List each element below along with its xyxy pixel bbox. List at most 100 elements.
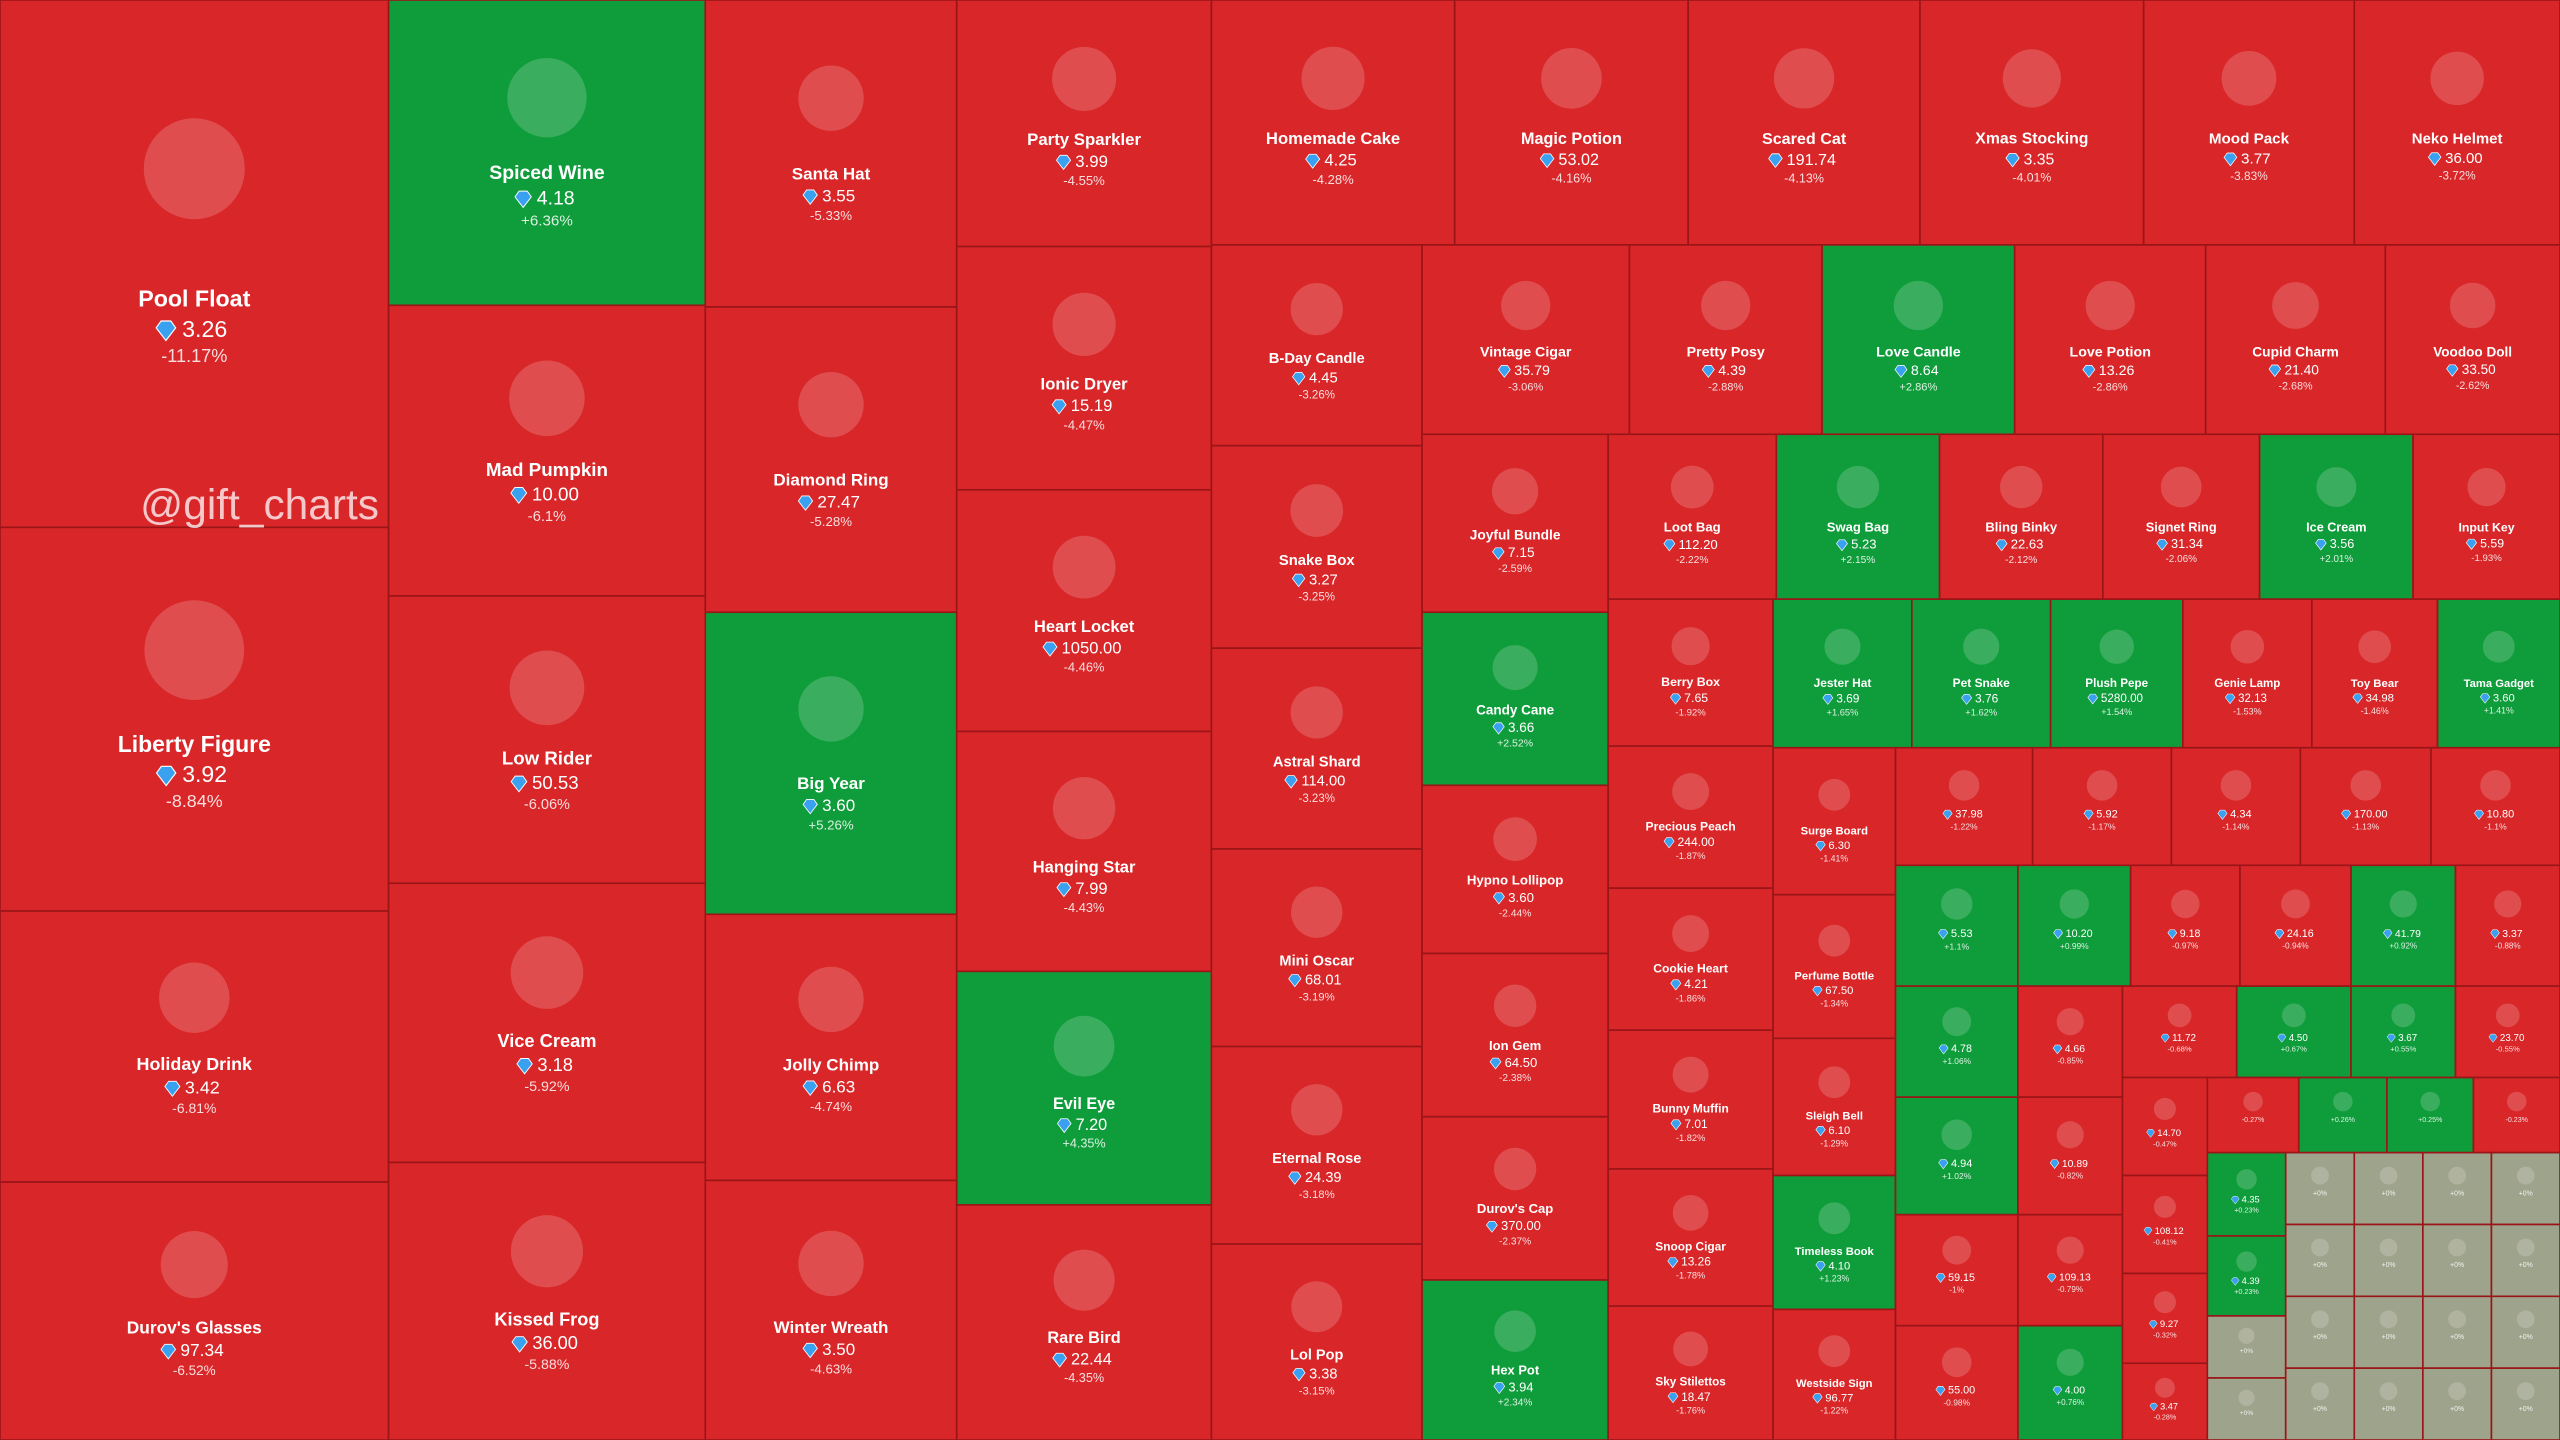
gift-price: 10.89 bbox=[2062, 1159, 2088, 1170]
gift-name: Vice Cream bbox=[497, 1030, 596, 1051]
gift-change: -0.47% bbox=[2153, 1139, 2177, 1148]
gift-price: 3.77 bbox=[2241, 150, 2271, 167]
gift-change: -6.1% bbox=[528, 509, 566, 525]
tile-bg bbox=[2121, 1362, 2209, 1440]
gift-price: 36.00 bbox=[532, 1333, 578, 1353]
gift-change: -4.63% bbox=[810, 1362, 852, 1377]
ton-icon bbox=[1669, 693, 1682, 705]
gift-icon bbox=[1052, 535, 1116, 599]
gift-icon bbox=[2516, 1310, 2535, 1329]
ton-icon bbox=[802, 189, 818, 205]
gift-change: -0.98% bbox=[1943, 1398, 1970, 1408]
gift-change: -1.14% bbox=[2222, 822, 2250, 832]
tile: 9.27-0.32% bbox=[2121, 1272, 2209, 1365]
tile-bg bbox=[2490, 1151, 2560, 1226]
gift-change: -4.13% bbox=[1784, 171, 1824, 185]
gift-icon bbox=[798, 371, 864, 438]
gift-icon bbox=[2448, 1382, 2467, 1401]
tile: Precious Peach 244.00 -1.87% bbox=[1607, 745, 1774, 889]
ton-icon bbox=[2052, 1386, 2063, 1396]
gift-change: +2.01% bbox=[2320, 554, 2354, 565]
gift-change: -4.35% bbox=[1064, 1371, 1104, 1385]
tile: Holiday Drink 3.42 -6.81% bbox=[0, 910, 390, 1183]
ton-icon bbox=[2490, 929, 2500, 939]
gift-price: 4.50 bbox=[2289, 1033, 2309, 1044]
gift-change: -5.88% bbox=[524, 1357, 569, 1373]
tile: 14.70-0.47% bbox=[2121, 1076, 2209, 1177]
ton-icon bbox=[514, 190, 532, 209]
ton-icon bbox=[2167, 929, 2178, 940]
gift-name: Kissed Frog bbox=[494, 1309, 599, 1329]
ton-icon bbox=[2148, 1320, 2158, 1330]
gift-icon bbox=[2391, 1003, 2416, 1028]
tile-bg bbox=[2350, 864, 2457, 987]
gift-price: 1050.00 bbox=[1062, 638, 1122, 657]
gift-name: Hex Pot bbox=[1491, 1363, 1540, 1378]
gift-icon bbox=[1671, 627, 1710, 666]
ton-icon bbox=[2231, 1196, 2240, 1205]
gift-name: Xmas Stocking bbox=[1975, 131, 2088, 148]
gift-change: -4.46% bbox=[1064, 660, 1105, 675]
tile: 4.00+0.76% bbox=[2017, 1324, 2124, 1440]
gift-icon bbox=[1501, 280, 1551, 331]
gift-name: Swag Bag bbox=[1827, 520, 1889, 535]
gift-icon bbox=[1941, 1119, 1973, 1151]
ton-icon bbox=[2474, 809, 2484, 820]
gift-change: -0.32% bbox=[2153, 1331, 2177, 1340]
gift-icon bbox=[2281, 889, 2310, 919]
tile-bg bbox=[2297, 1076, 2388, 1154]
tile-bg bbox=[1772, 746, 1897, 896]
ton-icon bbox=[510, 487, 528, 505]
tile: Bling Binky 22.63 -2.12% bbox=[1938, 433, 2104, 600]
tile: +0% bbox=[2206, 1377, 2287, 1440]
ton-icon bbox=[1492, 547, 1505, 560]
gift-price: 6.10 bbox=[1828, 1125, 1850, 1137]
gift-price: 37.98 bbox=[1955, 809, 1983, 821]
gift-icon bbox=[2220, 770, 2252, 801]
tile: +0% bbox=[2422, 1367, 2493, 1440]
gift-icon bbox=[1818, 1335, 1851, 1368]
gift-change: -3.15% bbox=[1299, 1385, 1335, 1397]
gift-icon bbox=[510, 1215, 584, 1288]
gift-change: -0.79% bbox=[2057, 1285, 2083, 1294]
gift-icon bbox=[2171, 889, 2200, 919]
tile-bg bbox=[1772, 1037, 1897, 1177]
gift-icon bbox=[1836, 465, 1880, 509]
tile: 4.66 -0.85% bbox=[2017, 985, 2124, 1098]
tile: Mood Pack 3.77 -3.83% bbox=[2142, 0, 2356, 246]
gift-price: 3.66 bbox=[1508, 720, 1534, 735]
tile: Liberty Figure 3.92 -8.84% bbox=[0, 526, 390, 912]
tile: +0% bbox=[2422, 1223, 2493, 1298]
gift-price: 3.35 bbox=[2024, 151, 2055, 168]
ton-icon bbox=[2488, 1033, 2498, 1043]
gift-change: -3.83% bbox=[2230, 169, 2268, 183]
tile: Scared Cat 191.74 -4.13% bbox=[1687, 0, 1921, 246]
gift-change: +0% bbox=[2519, 1334, 2533, 1341]
gift-price: 9.27 bbox=[2160, 1319, 2179, 1330]
gift-change: -4.43% bbox=[1064, 900, 1105, 915]
gift-name: Homemade Cake bbox=[1266, 129, 1400, 148]
gift-icon bbox=[2153, 1195, 2176, 1218]
gift-change: +1.02% bbox=[1942, 1171, 1972, 1181]
gift-change: +0% bbox=[2240, 1410, 2254, 1417]
gift-price: 14.70 bbox=[2157, 1128, 2181, 1139]
tile: Ice Cream 3.56 +2.01% bbox=[2258, 433, 2414, 600]
ton-icon bbox=[2382, 929, 2393, 939]
gift-price: 112.20 bbox=[1679, 537, 1718, 552]
tile-bg bbox=[1421, 1115, 1609, 1281]
tile-bg bbox=[955, 730, 1213, 973]
gift-change: -11.17% bbox=[161, 346, 227, 366]
gift-change: -2.12% bbox=[2005, 555, 2037, 566]
tile-bg bbox=[1821, 244, 2016, 436]
ton-icon bbox=[2479, 693, 2491, 704]
tile: Pretty Posy 4.39 -2.88% bbox=[1628, 244, 1823, 436]
gift-icon bbox=[2056, 1121, 2084, 1149]
tile: Ion Gem 64.50 -2.38% bbox=[1421, 952, 1609, 1118]
tile-bg bbox=[1210, 647, 1423, 850]
gift-name: Hanging Star bbox=[1033, 859, 1136, 877]
tile-bg bbox=[2049, 598, 2184, 749]
gift-change: -4.74% bbox=[810, 1099, 852, 1114]
tile: +0% bbox=[2422, 1295, 2493, 1369]
gift-change: -1.76% bbox=[1676, 1406, 1705, 1416]
gift-price: 24.16 bbox=[2287, 928, 2314, 940]
